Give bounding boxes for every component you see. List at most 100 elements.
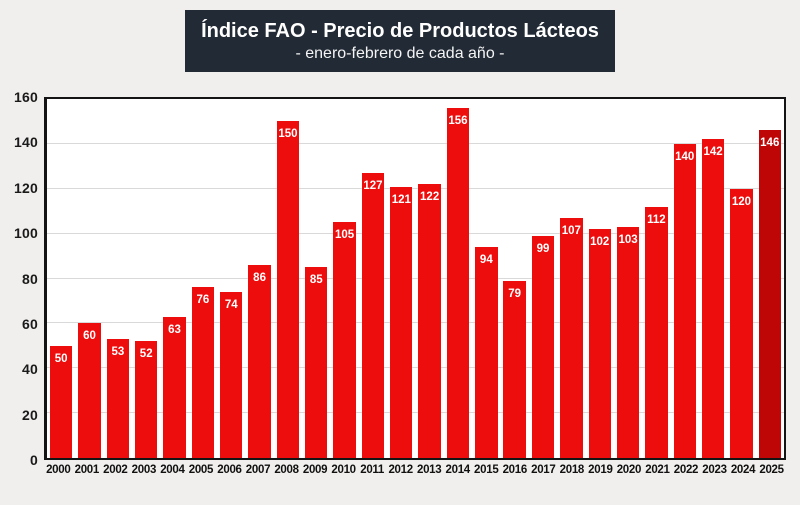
bar-2022: 140 [673,143,696,458]
y-tick-label: 20 [22,406,38,423]
bar-slot: 74 [217,99,245,458]
bar-value-label: 102 [590,236,610,249]
bar-slot: 50 [47,99,75,458]
y-tick-label: 120 [14,179,38,196]
bar-value-label: 52 [139,348,153,361]
x-tick-label: 2024 [730,464,756,476]
bar-value-label: 122 [420,191,440,204]
bar-value-label: 120 [731,195,751,208]
x-tick-label: 2008 [274,464,299,476]
bar-value-label: 74 [224,298,238,311]
gridline [47,232,784,234]
bar-value-label: 150 [278,128,298,141]
x-tick-label: 2004 [160,464,185,476]
bar-value-label: 94 [479,254,493,267]
y-tick-label: 60 [22,315,38,332]
gridline [47,277,784,279]
bar-slot: 150 [274,99,302,458]
x-tick-label: 2025 [759,464,784,476]
bar-value-label: 86 [253,272,266,285]
bar-value-label: 146 [760,137,780,150]
bar-value-label: 127 [363,180,383,193]
x-tick-label: 2019 [588,464,613,476]
bar-value-label: 63 [168,323,181,336]
bar-2016: 79 [503,280,526,458]
plot-area: 50 60 53 52 63 76 74 86 150 85 105 127 121 122 156 94 79… [44,97,786,460]
bar-slot: 63 [160,99,188,458]
bar-slot: 86 [245,99,273,458]
y-tick-label: 80 [22,270,38,287]
bar-slot: 102 [586,99,614,458]
bar-slot: 107 [557,99,585,458]
bar-2017: 99 [531,235,555,458]
bar-value-label: 107 [561,224,581,237]
x-tick-label: 2001 [74,464,100,476]
x-tick-label: 2020 [616,464,642,476]
x-tick-label: 2017 [531,464,556,476]
bar-2020: 103 [616,226,640,458]
bar-2009: 85 [305,267,328,458]
bar-2012: 121 [390,186,413,458]
x-tick-label: 2011 [360,464,384,476]
gridline [47,412,784,414]
x-tick-label: 2006 [217,464,242,476]
bar-slot: 120 [727,99,755,458]
bar-value-label: 76 [196,294,210,307]
x-tick-label: 2015 [474,464,499,476]
bar-value-label: 60 [83,330,96,343]
bar-2011: 127 [361,173,385,458]
bar-slot: 142 [699,99,727,458]
x-tick-label: 2013 [416,464,442,476]
bar-2014: 156 [446,107,470,458]
x-tick-label: 2018 [559,464,585,476]
bar-value-label: 142 [703,146,723,159]
bar-2018: 107 [560,217,583,458]
bar-slot: 140 [671,99,699,458]
bar-slot: 122 [415,99,443,458]
bar-2002: 53 [106,339,130,458]
bar-slot: 99 [529,99,557,458]
gridline [47,367,784,369]
bar-slot: 121 [387,99,415,458]
bar-slot: 105 [330,99,358,458]
bar-series: 50 60 53 52 63 76 74 86 150 85 105 127 121 122 156 94 79… [47,99,784,458]
x-tick-label: 2000 [46,464,71,476]
gridline [47,322,784,324]
bar-slot: 112 [642,99,670,458]
bar-2003: 52 [135,341,158,458]
bar-slot: 127 [359,99,387,458]
bar-slot: 79 [501,99,529,458]
x-tick-label: 2014 [445,464,471,476]
bar-value-label: 140 [675,150,695,163]
bar-2015: 94 [475,247,498,458]
bar-value-label: 112 [647,213,666,226]
bar-slot: 52 [132,99,160,458]
y-tick-label: 0 [30,452,38,468]
bar-2021: 112 [645,206,668,458]
bar-slot: 76 [189,99,217,458]
bar-slot: 53 [104,99,132,458]
bar-slot: 146 [756,99,784,458]
chart-title: Índice FAO - Precio de Productos Lácteos [201,19,599,42]
bar-2005: 76 [191,287,215,458]
bar-slot: 60 [75,99,103,458]
bar-value-label: 103 [618,233,638,246]
x-axis: 2000 2001 2002 2003 2004 2005 2006 2007 2008 2009… [44,464,786,476]
chart-subtitle: - enero-febrero de cada año - [295,44,505,62]
bar-value-label: 105 [335,229,355,242]
x-tick-label: 2016 [502,464,528,476]
bar-value-label: 121 [391,193,411,206]
bar-slot: 156 [444,99,472,458]
x-tick-label: 2021 [645,464,670,476]
x-tick-label: 2010 [331,464,356,476]
bar-slot: 103 [614,99,642,458]
x-tick-label: 2009 [302,464,328,476]
bar-2001: 60 [78,323,101,458]
x-tick-label: 2005 [188,464,214,476]
bar-2007: 86 [248,265,271,458]
bar-2013: 122 [418,184,441,458]
x-tick-label: 2002 [103,464,128,476]
bar-value-label: 85 [309,274,323,287]
bar-value-label: 50 [54,352,68,365]
bar-slot: 85 [302,99,330,458]
